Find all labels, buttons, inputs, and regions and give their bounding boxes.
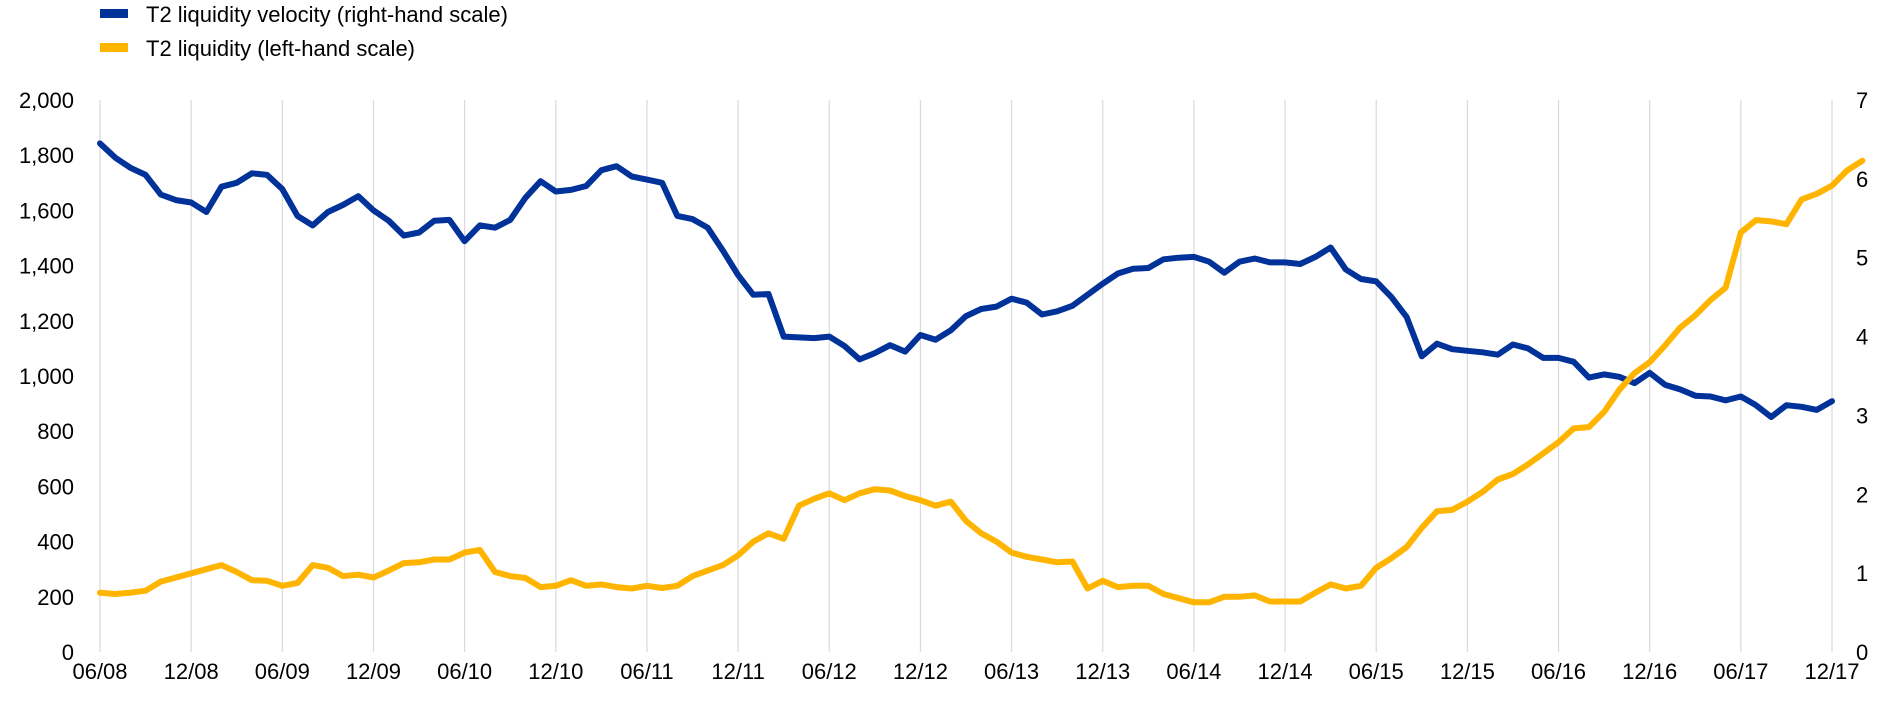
x-tick-label: 06/15: [1349, 659, 1404, 684]
x-tick-label: 12/15: [1440, 659, 1495, 684]
legend-swatch-liquidity: [100, 43, 128, 52]
x-tick-label: 12/10: [528, 659, 583, 684]
x-tick-label: 06/10: [437, 659, 492, 684]
legend-item-liquidity: T2 liquidity (left-hand scale): [100, 36, 415, 61]
y-left-tick-label: 600: [37, 474, 74, 499]
y-left-tick-label: 800: [37, 419, 74, 444]
y-right-tick-label: 7: [1856, 88, 1868, 113]
x-tick-label: 12/08: [164, 659, 219, 684]
y-right-tick-label: 4: [1856, 325, 1868, 350]
x-tick-label: 12/16: [1622, 659, 1677, 684]
y-left-tick-label: 1,800: [19, 143, 74, 168]
legend-swatch-velocity: [100, 9, 128, 18]
x-tick-label: 12/13: [1075, 659, 1130, 684]
y-right-tick-label: 2: [1856, 482, 1868, 507]
legend: T2 liquidity velocity (right-hand scale)…: [100, 2, 508, 61]
y-right-tick-label: 3: [1856, 403, 1868, 428]
gridlines: [99, 100, 1833, 652]
y-right-tick-label: 6: [1856, 167, 1868, 192]
y-left-tick-label: 1,400: [19, 254, 74, 279]
series-line-liquidity: [97, 157, 1866, 606]
x-tick-label: 06/13: [984, 659, 1039, 684]
y-left-tick-label: 2,000: [19, 88, 74, 113]
x-tick-label: 06/11: [620, 659, 673, 684]
series-lines: [97, 140, 1866, 606]
x-tick-label: 12/09: [346, 659, 401, 684]
x-tick-label: 06/12: [802, 659, 857, 684]
y-left-tick-label: 1,600: [19, 198, 74, 223]
y-left-tick-label: 1,200: [19, 309, 74, 334]
y-right-tick-label: 1: [1856, 561, 1868, 586]
x-tick-label: 06/08: [72, 659, 127, 684]
x-tick-label: 12/12: [893, 659, 948, 684]
x-tick-label: 06/17: [1713, 659, 1768, 684]
axes: 06/08 12/08 06/09 12/09 06/10 12/10 06/11 12/11…: [19, 88, 1868, 684]
y-left-tick-label: 0: [62, 640, 74, 665]
y-left-tick-label: 1,000: [19, 364, 74, 389]
legend-item-velocity: T2 liquidity velocity (right-hand scale): [100, 2, 508, 27]
y-right-tick-label: 5: [1856, 246, 1868, 271]
x-tick-label: 12/14: [1258, 659, 1313, 684]
x-tick-label: 06/09: [255, 659, 310, 684]
y-left-tick-label: 400: [37, 530, 74, 555]
x-tick-label: 12/11: [711, 659, 764, 684]
x-tick-label: 12/17: [1804, 659, 1859, 684]
legend-label-liquidity: T2 liquidity (left-hand scale): [146, 36, 415, 61]
legend-label-velocity: T2 liquidity velocity (right-hand scale): [146, 2, 508, 27]
x-tick-label: 06/14: [1166, 659, 1221, 684]
x-tick-label: 06/16: [1531, 659, 1586, 684]
y-right-tick-label: 0: [1856, 640, 1868, 665]
series-line-velocity: [97, 140, 1835, 420]
y-left-tick-label: 200: [37, 585, 74, 610]
